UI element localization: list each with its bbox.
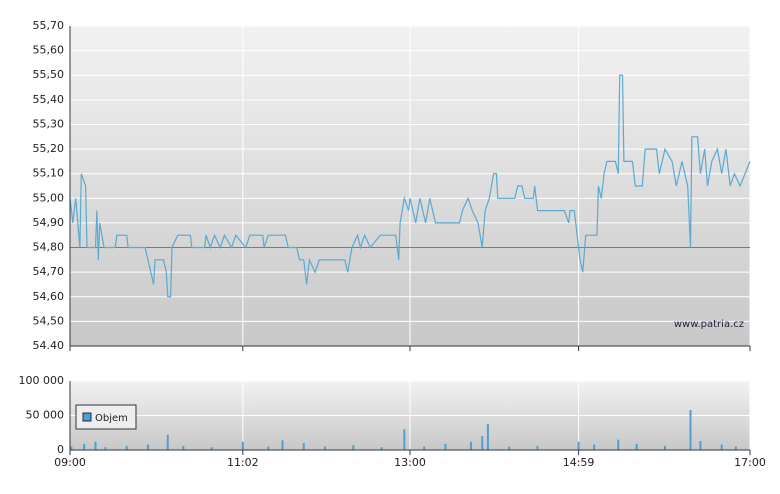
y-tick-label: 55,00 <box>33 191 65 204</box>
volume-bar <box>699 441 702 450</box>
y-tick-label: 54,50 <box>33 314 65 327</box>
volume-bar <box>352 445 355 450</box>
volume-bar <box>94 441 97 450</box>
y-tick-label: 55,30 <box>33 117 65 130</box>
volume-bar <box>83 443 86 450</box>
volume-bar <box>104 447 107 450</box>
volume-bar <box>536 445 539 450</box>
volume-bar <box>664 445 666 450</box>
volume-bar <box>469 441 472 450</box>
volume-bar <box>444 443 447 450</box>
watermark: www.patria.cz <box>674 319 744 330</box>
x-tick-label: 14:59 <box>563 456 595 469</box>
volume-bar <box>267 446 270 450</box>
y-tick-label: 55,20 <box>33 142 65 155</box>
volume-bar <box>593 444 596 450</box>
volume-bar <box>324 446 326 450</box>
volume-bar <box>423 446 426 450</box>
x-tick-label: 17:00 <box>734 456 766 469</box>
volume-bar <box>508 446 511 450</box>
volume-bar <box>380 447 383 450</box>
x-tick-label: 13:00 <box>394 456 426 469</box>
volume-bar <box>481 436 484 450</box>
y-tick-label: 54.40 <box>33 339 65 352</box>
volume-bar <box>182 445 185 450</box>
volume-bar <box>689 409 692 450</box>
legend-swatch <box>82 412 92 422</box>
volume-bar <box>734 446 737 450</box>
y-tick-label: 55,70 <box>33 19 65 32</box>
y-tick-label: 54,90 <box>33 216 65 229</box>
volume-bar <box>210 447 213 450</box>
y-tick-label: 54,60 <box>33 290 65 303</box>
y-tick-label: 54,80 <box>33 241 65 254</box>
volume-bar <box>403 429 406 450</box>
volume-bar <box>486 423 489 450</box>
x-tick-label: 11:02 <box>227 456 259 469</box>
volume-bar <box>635 443 638 450</box>
volume-bar <box>70 446 73 450</box>
volume-bar <box>617 439 620 450</box>
y-tick-label: 55,10 <box>33 167 65 180</box>
y-tick-label: 0 <box>57 443 64 456</box>
volume-bar <box>720 444 723 450</box>
y-tick-label: 100 000 <box>19 374 65 387</box>
volume-bar <box>146 444 149 450</box>
volume-bar <box>302 443 305 450</box>
volume-bar <box>577 441 580 450</box>
y-tick-label: 54,70 <box>33 265 65 278</box>
y-tick-label: 55,40 <box>33 93 65 106</box>
volume-bar <box>125 445 128 450</box>
y-tick-label: 55,50 <box>33 68 65 81</box>
legend: Objem <box>75 404 137 430</box>
y-tick-label: 55,60 <box>33 44 65 57</box>
legend-label: Objem <box>95 413 128 424</box>
volume-bar <box>166 434 169 450</box>
y-tick-label: 50 000 <box>26 409 65 422</box>
volume-bar <box>241 441 244 450</box>
x-tick-label: 09:00 <box>54 456 86 469</box>
price-line <box>69 74 751 298</box>
volume-bar <box>281 440 284 450</box>
